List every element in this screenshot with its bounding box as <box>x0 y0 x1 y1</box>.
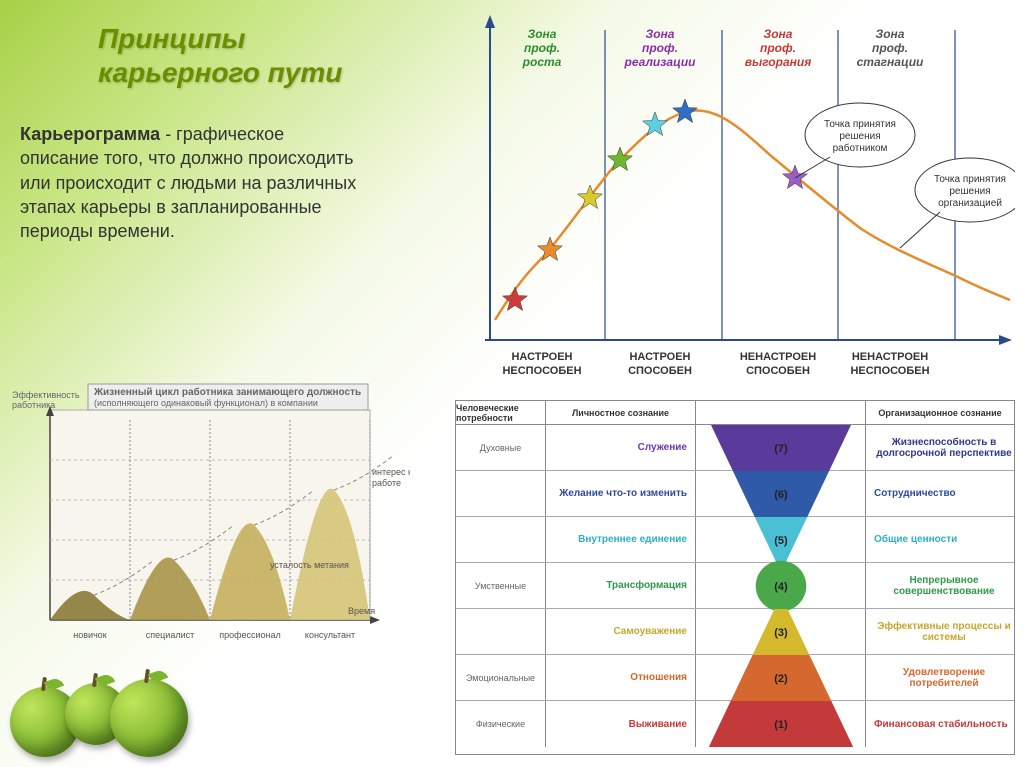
pyramid-row: Духовные Служение Жизнеспособность в дол… <box>456 425 1014 471</box>
svg-text:СПОСОБЕН: СПОСОБЕН <box>746 365 810 377</box>
pyramid-header-row: Человеческие потребности Личностное созн… <box>456 401 1014 425</box>
pyramid-header-4: Организационное сознание <box>866 401 1014 424</box>
svg-text:проф.: проф. <box>524 41 560 55</box>
svg-text:решения: решения <box>949 186 990 197</box>
pyramid-right-label: Финансовая стабильность <box>866 701 1014 747</box>
pyramid-category: Эмоциональные <box>456 655 546 700</box>
svg-text:стагнации: стагнации <box>857 55 924 69</box>
pyramid-left-label: Внутреннее единение <box>546 517 696 562</box>
pyramid-row: Эмоциональные Отношения Удовлетворение п… <box>456 655 1014 701</box>
pyramid-shape-cell <box>696 701 866 747</box>
svg-text:НАСТРОЕН: НАСТРОЕН <box>629 351 690 363</box>
pyramid-right-label: Сотрудничество <box>866 471 1014 516</box>
pyramid-left-label: Выживание <box>546 701 696 747</box>
pyramid-shape-cell <box>696 563 866 608</box>
svg-text:выгорания: выгорания <box>745 55 812 69</box>
svg-text:НЕНАСТРОЕН: НЕНАСТРОЕН <box>740 351 816 363</box>
pyramid-shape-cell <box>696 517 866 562</box>
pyramid-right-label: Общие ценности <box>866 517 1014 562</box>
lifecycle-chart: Жизненный цикл работника занимающего дол… <box>10 380 410 660</box>
apples-decoration <box>10 637 210 757</box>
pyramid-row: Умственные Трансформация Непрерывное сов… <box>456 563 1014 609</box>
pyramid-row: Физические Выживание Финансовая стабильн… <box>456 701 1014 747</box>
svg-text:Время: Время <box>348 606 375 616</box>
svg-text:Зона: Зона <box>646 27 675 41</box>
pyramid-shape-cell <box>696 609 866 654</box>
svg-text:НЕСПОСОБЕН: НЕСПОСОБЕН <box>850 365 929 377</box>
svg-text:НАСТРОЕН: НАСТРОЕН <box>511 351 572 363</box>
svg-text:консультант: консультант <box>305 630 355 640</box>
pyramid-header-3 <box>696 401 866 424</box>
svg-text:Эффективность: Эффективность <box>12 390 80 400</box>
svg-text:профессионал: профессионал <box>219 630 281 640</box>
pyramid-category: Физические <box>456 701 546 747</box>
svg-text:работе: работе <box>372 478 401 488</box>
title-line2: карьерного пути <box>98 57 342 88</box>
title-line1: Принципы <box>98 23 245 54</box>
pyramid-right-label: Эффективные процессы и системы <box>866 609 1014 654</box>
svg-text:работником: работником <box>833 142 888 154</box>
pyramid-right-label: Непрерывное совершенствование <box>866 563 1014 608</box>
pyramid-category: Умственные <box>456 563 546 608</box>
pyramid-left-label: Самоуважение <box>546 609 696 654</box>
pyramid-left-label: Служение <box>546 425 696 470</box>
pyramid-right-label: Жизнеспособность в долгосрочной перспект… <box>866 425 1014 470</box>
svg-text:НЕНАСТРОЕН: НЕНАСТРОЕН <box>852 351 928 363</box>
svg-text:проф.: проф. <box>642 41 678 55</box>
pyramid-header-1: Человеческие потребности <box>456 401 546 424</box>
page-title: Принципы карьерного пути <box>98 22 342 89</box>
svg-text:(исполняющего одинаковый функц: (исполняющего одинаковый функционал) в к… <box>94 398 318 408</box>
pyramid-category <box>456 517 546 562</box>
svg-text:проф.: проф. <box>760 41 796 55</box>
svg-text:НЕСПОСОБЕН: НЕСПОСОБЕН <box>502 365 581 377</box>
career-curve-chart: Зонапроф.ростаЗонапроф.реализацииЗонапро… <box>460 10 1015 385</box>
description-bold: Карьерограмма <box>20 124 160 144</box>
svg-text:Зона: Зона <box>876 27 905 41</box>
svg-text:СПОСОБЕН: СПОСОБЕН <box>628 365 692 377</box>
pyramid-left-label: Желание что-то изменить <box>546 471 696 516</box>
pyramid-row: Желание что-то изменить Сотрудничество <box>456 471 1014 517</box>
pyramid-left-label: Трансформация <box>546 563 696 608</box>
svg-text:реализации: реализации <box>624 55 697 69</box>
svg-text:Точка принятия: Точка принятия <box>824 119 896 130</box>
pyramid-header-2: Личностное сознание <box>546 401 696 424</box>
pyramid-shape-cell <box>696 471 866 516</box>
pyramid-category <box>456 471 546 516</box>
svg-text:работника: работника <box>12 400 55 410</box>
pyramid-shape-cell <box>696 425 866 470</box>
svg-text:интерес к: интерес к <box>372 467 410 477</box>
pyramid-shape-cell <box>696 655 866 700</box>
pyramid-row: Внутреннее единение Общие ценности <box>456 517 1014 563</box>
apple-icon <box>110 679 188 757</box>
pyramid-category: Духовные <box>456 425 546 470</box>
svg-text:организацией: организацией <box>938 198 1002 209</box>
svg-text:решения: решения <box>839 131 880 142</box>
pyramid-category <box>456 609 546 654</box>
pyramid-left-label: Отношения <box>546 655 696 700</box>
pyramid-table: Человеческие потребности Личностное созн… <box>455 400 1015 755</box>
pyramid-row: Самоуважение Эффективные процессы и сист… <box>456 609 1014 655</box>
svg-text:проф.: проф. <box>872 41 908 55</box>
svg-text:Жизненный цикл работника заним: Жизненный цикл работника занимающего дол… <box>93 386 361 398</box>
pyramid-right-label: Удовлетворение потребителей <box>866 655 1014 700</box>
svg-text:Зона: Зона <box>528 27 557 41</box>
svg-text:Зона: Зона <box>764 27 793 41</box>
svg-text:роста: роста <box>522 55 562 69</box>
svg-text:усталость метания: усталость метания <box>270 560 349 570</box>
svg-text:Точка принятия: Точка принятия <box>934 174 1006 185</box>
description-text: Карьерограмма - графическое описание тог… <box>20 122 360 243</box>
